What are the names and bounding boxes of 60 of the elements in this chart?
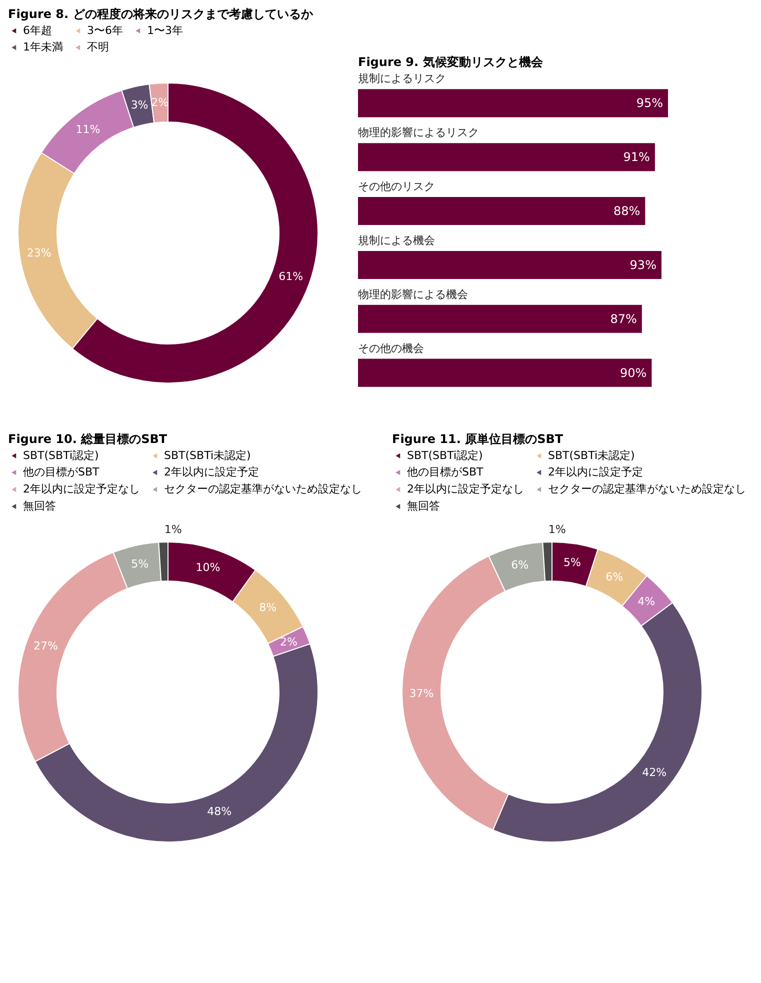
data-label: 27% xyxy=(34,639,58,652)
data-label: 42% xyxy=(642,766,667,779)
bar xyxy=(358,197,646,226)
data-label: 23% xyxy=(26,246,52,260)
chart-title: Figure 10. 総量目標のSBT xyxy=(8,432,168,446)
legend-label: 1年未満 xyxy=(23,40,63,54)
legend-label: セクターの認定基準がないため設定なし xyxy=(164,482,362,496)
bar xyxy=(358,304,642,333)
data-label: 2% xyxy=(151,96,169,109)
data-label: 90% xyxy=(620,366,647,380)
y-tick-label: 規制によるリスク xyxy=(358,72,446,86)
bar xyxy=(358,89,668,118)
legend-label: 無回答 xyxy=(407,500,440,512)
chart-title: Figure 11. 原単位目標のSBT xyxy=(392,432,564,446)
data-label: 37% xyxy=(409,687,434,700)
legend-label: 不明 xyxy=(87,40,109,54)
data-label: 91% xyxy=(623,150,650,164)
legend-label: 無回答 xyxy=(23,500,56,512)
data-label: 6% xyxy=(511,558,529,572)
bar xyxy=(358,143,655,172)
data-label: 48% xyxy=(207,804,232,818)
data-label: 5% xyxy=(131,558,149,571)
y-tick-label: 規制による機会 xyxy=(358,234,435,247)
bar xyxy=(358,250,662,279)
data-label: 3% xyxy=(130,98,148,112)
chart-title: Figure 8. どの程度の将来のリスクまで考慮しているか xyxy=(8,7,314,21)
y-tick-label: その他のリスク xyxy=(358,180,435,194)
data-label: 95% xyxy=(636,96,663,110)
legend-label: 2年以内に設定予定なし xyxy=(407,482,524,496)
data-label: 6% xyxy=(606,570,624,584)
data-label: 88% xyxy=(613,204,640,218)
data-label: 93% xyxy=(630,258,656,272)
y-tick-label: その他の機会 xyxy=(358,342,424,355)
legend-label: SBT(SBTi認定) xyxy=(407,448,483,462)
legend-label: SBT(SBTi未認定) xyxy=(548,448,635,462)
legend-label: 2年以内に設定予定なし xyxy=(23,482,140,496)
legend-label: 2年以内に設定予定 xyxy=(548,466,643,478)
legend-label: SBT(SBTi未認定) xyxy=(164,448,251,462)
legend-label: SBT(SBTi認定) xyxy=(23,448,99,462)
data-label: 8% xyxy=(259,600,277,614)
data-label: 4% xyxy=(638,594,656,608)
data-label: 10% xyxy=(196,560,220,574)
legend-label: 他の目標がSBT xyxy=(407,466,484,478)
data-label: 61% xyxy=(278,270,304,284)
data-label: 1% xyxy=(548,523,566,536)
data-label: 5% xyxy=(563,556,581,570)
chart-title: Figure 9. 気候変動リスクと機会 xyxy=(358,55,544,69)
legend-label: 3〜6年 xyxy=(87,24,123,37)
data-label: 2% xyxy=(280,636,298,649)
bar xyxy=(358,358,652,387)
legend-label: セクターの認定基準がないため設定なし xyxy=(548,482,746,496)
y-tick-label: 物理的影響によるリスク xyxy=(358,126,479,140)
legend-label: 6年超 xyxy=(23,24,52,37)
legend-label: 2年以内に設定予定 xyxy=(164,466,259,478)
data-label: 87% xyxy=(610,312,637,326)
data-label: 1% xyxy=(164,523,182,536)
legend-label: 1〜3年 xyxy=(147,24,183,37)
legend-label: 他の目標がSBT xyxy=(23,466,100,478)
data-label: 11% xyxy=(76,122,100,136)
y-tick-label: 物理的影響による機会 xyxy=(358,288,468,301)
